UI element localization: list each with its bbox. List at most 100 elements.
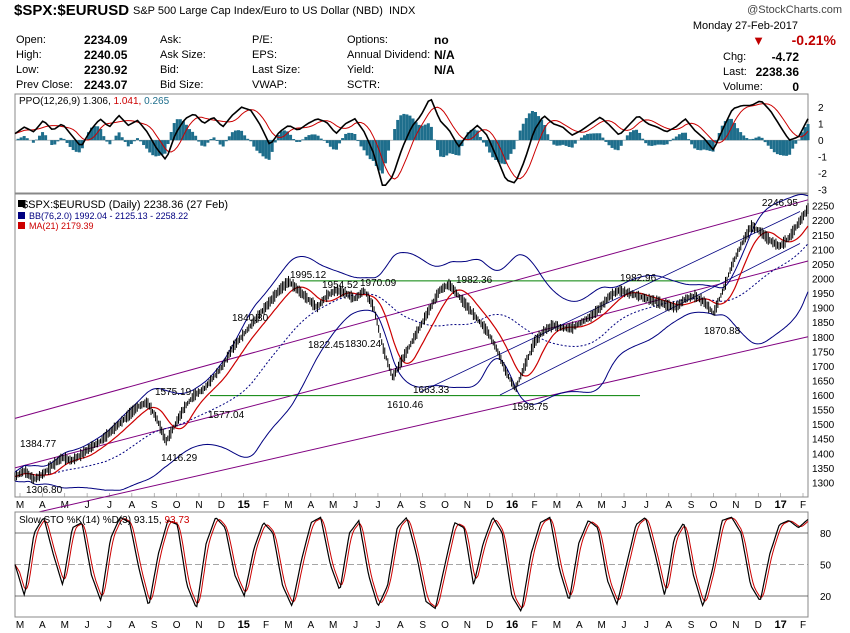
price-y-tick: 2150 xyxy=(812,231,835,242)
price-y-tick: 1550 xyxy=(812,406,835,417)
price-annotation: 1830.24 xyxy=(345,339,382,350)
quote-value: 2234.09 xyxy=(84,33,128,47)
sto-k-line xyxy=(14,516,809,613)
price-y-tick: 1400 xyxy=(812,449,835,460)
exchange-text: INDX xyxy=(389,5,416,17)
price-x-label: N xyxy=(195,500,202,511)
price-x-label: A xyxy=(39,500,46,511)
price-y-tick: 1700 xyxy=(812,362,835,373)
price-x-label: N xyxy=(464,500,471,511)
price-y-tick: 2200 xyxy=(812,216,835,227)
price-x-label: N xyxy=(732,500,739,511)
price-y-tick: 1900 xyxy=(812,304,835,315)
ma21-line xyxy=(14,225,809,478)
quote-label: Bid: xyxy=(160,64,179,76)
change-value: -4.72 xyxy=(771,50,799,64)
sto-d-line xyxy=(14,517,809,609)
price-y-tick: 2050 xyxy=(812,260,835,271)
price-x-label: J xyxy=(644,500,649,511)
quote-label: Last Size: xyxy=(252,64,301,76)
sto-x-label: D xyxy=(218,620,225,631)
chart-description: S&P 500 Large Cap Index/Euro to US Dolla… xyxy=(133,5,415,17)
price-y-tick: 2250 xyxy=(812,202,835,213)
price-annotation: 1416.29 xyxy=(161,453,198,464)
sto-legend-part: 93.15, xyxy=(134,515,165,526)
ppo-y-tick: 2 xyxy=(818,103,824,114)
price-annotation: 1610.46 xyxy=(387,400,424,411)
ppo-line xyxy=(14,98,809,186)
price-annotation: 1954.52 xyxy=(322,280,359,291)
price-x-label: M xyxy=(553,500,561,511)
quote-label: Bid Size: xyxy=(160,79,204,91)
price-legend-swatch xyxy=(18,200,25,207)
sto-x-label: F xyxy=(263,620,269,631)
price-x-label: F xyxy=(263,500,269,511)
quote-value: 2230.92 xyxy=(84,63,128,77)
sto-legend-part: Slow STO %K(14) %D(3) xyxy=(19,515,134,526)
quote-date: Monday 27-Feb-2017 xyxy=(692,20,798,32)
sto-x-label: A xyxy=(397,620,404,631)
sto-x-label: A xyxy=(129,620,136,631)
quote-label: Ask Size: xyxy=(160,49,206,61)
price-annotation: 1306.80 xyxy=(26,485,63,496)
price-x-label: D xyxy=(755,500,762,511)
price-y-tick: 1350 xyxy=(812,464,835,475)
price-annotation: 1822.45 xyxy=(308,340,345,351)
ppo-y-tick: -2 xyxy=(818,169,827,180)
price-x-label: F xyxy=(531,500,537,511)
price-annotation: 1840.80 xyxy=(232,313,269,324)
bb-lower-band xyxy=(14,291,809,491)
price-x-label: A xyxy=(307,500,314,511)
price-annotation: 1870.88 xyxy=(704,326,741,337)
change-percent: -0.21% xyxy=(791,32,836,48)
sto-x-label: S xyxy=(688,620,695,631)
price-x-label: M xyxy=(329,500,337,511)
price-x-label: J xyxy=(107,500,112,511)
price-x-label: J xyxy=(622,500,627,511)
sto-x-label: N xyxy=(464,620,471,631)
bb-middle-band xyxy=(14,243,809,478)
quote-label: Annual Dividend: xyxy=(347,49,431,61)
price-y-tick: 2100 xyxy=(812,245,835,256)
sto-x-label: M xyxy=(61,620,69,631)
quote-value: 2243.07 xyxy=(84,78,128,92)
price-annotation: 1598.75 xyxy=(512,402,549,413)
ppo-legend-part: PPO(12,26,9) xyxy=(19,96,83,107)
sto-x-label: M xyxy=(16,620,24,631)
quote-value: 2240.05 xyxy=(84,48,128,62)
price-x-label: D xyxy=(486,500,493,511)
sto-x-label: M xyxy=(597,620,605,631)
price-annotation: 1970.09 xyxy=(360,278,397,289)
ppo-y-tick: -3 xyxy=(818,186,827,197)
price-y-tick: 1500 xyxy=(812,420,835,431)
price-y-tick: 1650 xyxy=(812,376,835,387)
price-x-label: S xyxy=(688,500,695,511)
price-annotation: 1982.96 xyxy=(620,273,657,284)
sto-legend-part: 93.73 xyxy=(164,515,189,526)
channel-line xyxy=(14,336,809,518)
price-x-label: 17 xyxy=(775,499,787,511)
price-y-tick: 1600 xyxy=(812,391,835,402)
ppo-panel-frame xyxy=(14,93,809,194)
sto-x-label: J xyxy=(644,620,649,631)
price-x-label: A xyxy=(129,500,136,511)
price-x-label: O xyxy=(710,500,718,511)
sto-x-label: O xyxy=(441,620,449,631)
sto-x-label: A xyxy=(39,620,46,631)
sto-x-label: A xyxy=(665,620,672,631)
quote-label: Open: xyxy=(16,34,46,46)
bb-legend: BB(76,2.0) 1992.04 - 2125.13 - 2258.22 xyxy=(29,211,188,221)
quote-label: P/E: xyxy=(252,34,273,46)
quote-label: High: xyxy=(16,49,42,61)
price-y-tick: 2000 xyxy=(812,274,835,285)
price-x-label: M xyxy=(597,500,605,511)
ppo-legend-part: 1.306, xyxy=(83,96,114,107)
sto-x-label: O xyxy=(173,620,181,631)
quote-label: Prev Close: xyxy=(16,79,73,91)
price-x-label: J xyxy=(85,500,90,511)
quote-label: Options: xyxy=(347,34,388,46)
chart-symbol: $SPX:$EURUSD xyxy=(14,2,130,19)
quote-value: no xyxy=(434,33,449,47)
price-annotation: 1663.33 xyxy=(413,385,450,396)
